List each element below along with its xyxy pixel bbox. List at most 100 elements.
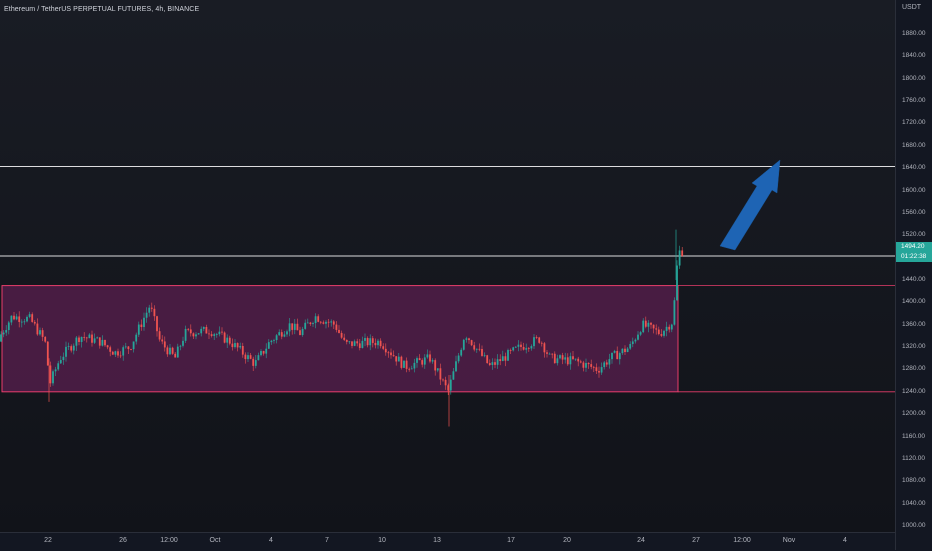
candle-body xyxy=(91,334,93,343)
candle-body xyxy=(13,315,15,320)
candle-body xyxy=(421,360,424,365)
candle-body xyxy=(543,343,546,353)
candle-body xyxy=(304,322,307,329)
price-tick-label: 1000.00 xyxy=(902,522,926,529)
candle-body xyxy=(665,326,668,331)
price-tick-label: 1240.00 xyxy=(902,387,926,395)
time-tick-label: Oct xyxy=(209,537,221,544)
range-box xyxy=(1,285,679,393)
candle-body xyxy=(317,316,320,322)
candle-body xyxy=(127,346,130,350)
candle-body xyxy=(371,338,374,343)
candle-body xyxy=(28,314,31,317)
candle-body xyxy=(626,348,629,353)
candle-body xyxy=(496,359,499,365)
candle-body xyxy=(39,330,41,335)
candle-body xyxy=(10,315,13,323)
candle-body xyxy=(96,337,99,339)
candle-body xyxy=(345,339,348,342)
candle-body xyxy=(452,371,455,380)
candle-body xyxy=(31,314,34,322)
candle-body xyxy=(468,338,470,341)
candle-body xyxy=(33,321,36,324)
price-tick-label: 1200.00 xyxy=(902,410,926,418)
candle-body xyxy=(598,370,600,373)
candle-body xyxy=(98,337,101,346)
price-tick-label: 1560.00 xyxy=(902,208,926,216)
candle-body xyxy=(504,356,507,361)
candle-body xyxy=(353,341,356,346)
candle-body xyxy=(210,334,213,336)
time-tick-label: 17 xyxy=(507,537,515,544)
candle-body xyxy=(78,337,80,342)
candle-body xyxy=(312,323,314,325)
candle-body xyxy=(2,332,5,335)
candle-body xyxy=(156,316,158,332)
candle-body xyxy=(202,326,205,329)
candle-body xyxy=(361,340,364,348)
time-tick-label: Nov xyxy=(782,537,796,544)
candle-body xyxy=(200,328,203,334)
candle-body xyxy=(247,355,249,360)
candle-body xyxy=(234,343,236,348)
candle-body xyxy=(343,337,346,340)
time-tick-label: 4 xyxy=(843,537,847,544)
candle-body xyxy=(629,344,632,349)
candle-body xyxy=(85,337,88,339)
candle-body xyxy=(491,362,494,366)
candle-body xyxy=(382,346,385,349)
candle-body xyxy=(590,364,593,367)
candle-body xyxy=(46,341,49,366)
candle-body xyxy=(218,331,221,335)
candle-body xyxy=(470,340,473,346)
candle-body xyxy=(647,322,650,327)
candle-body xyxy=(319,321,322,323)
candle-body xyxy=(395,356,398,362)
candle-body xyxy=(158,331,161,340)
candle-body xyxy=(26,316,28,322)
candle-body xyxy=(639,332,642,335)
candle-body xyxy=(369,338,372,346)
candle-body xyxy=(244,354,247,360)
chart-area[interactable]: Ethereum / TetherUS PERPETUAL FUTURES, 4… xyxy=(0,0,895,532)
candle-body xyxy=(130,349,132,350)
candle-body xyxy=(153,308,156,317)
candle-body xyxy=(197,333,200,335)
price-tick-label: 1320.00 xyxy=(902,343,926,351)
candle-body xyxy=(239,345,242,348)
candle-body xyxy=(429,354,431,362)
price-tick-label: 1120.00 xyxy=(902,454,926,462)
candle-body xyxy=(309,322,312,325)
price-tick-label: 1040.00 xyxy=(902,499,926,507)
candle-body xyxy=(169,347,171,355)
candle-body xyxy=(15,316,18,320)
candle-body xyxy=(213,334,216,336)
candle-body xyxy=(486,355,489,364)
candle-body xyxy=(62,356,65,361)
candle-body xyxy=(65,346,67,357)
candle-body xyxy=(83,336,86,338)
candle-body xyxy=(608,359,611,365)
candle-body xyxy=(418,358,421,361)
candle-body xyxy=(143,317,145,328)
candle-body xyxy=(618,353,621,360)
candle-body xyxy=(291,323,294,330)
candle-body xyxy=(109,347,112,352)
time-axis[interactable]: 22 26 12:00 Oct 4 7 10 13 17 20 24 27 12:00 Nov 4 xyxy=(0,532,895,551)
candle-body xyxy=(135,334,138,342)
candle-body xyxy=(514,346,517,348)
candle-body xyxy=(366,338,369,346)
candle-body xyxy=(587,362,590,365)
candle-body xyxy=(655,328,658,330)
candle-body xyxy=(275,335,278,341)
last-price-value: 1494.20 xyxy=(901,242,925,250)
candle-body xyxy=(569,356,572,365)
up-arrow xyxy=(719,159,781,251)
candle-body xyxy=(52,371,54,384)
price-tick-label: 1640.00 xyxy=(902,164,926,172)
candle-body xyxy=(267,342,270,349)
price-axis[interactable]: USDT 1880.00 1840.00 1800.00 1760.00 1720.00… xyxy=(895,0,932,550)
candle-body xyxy=(676,265,678,301)
candle-body xyxy=(296,323,299,331)
candle-body xyxy=(577,358,580,362)
